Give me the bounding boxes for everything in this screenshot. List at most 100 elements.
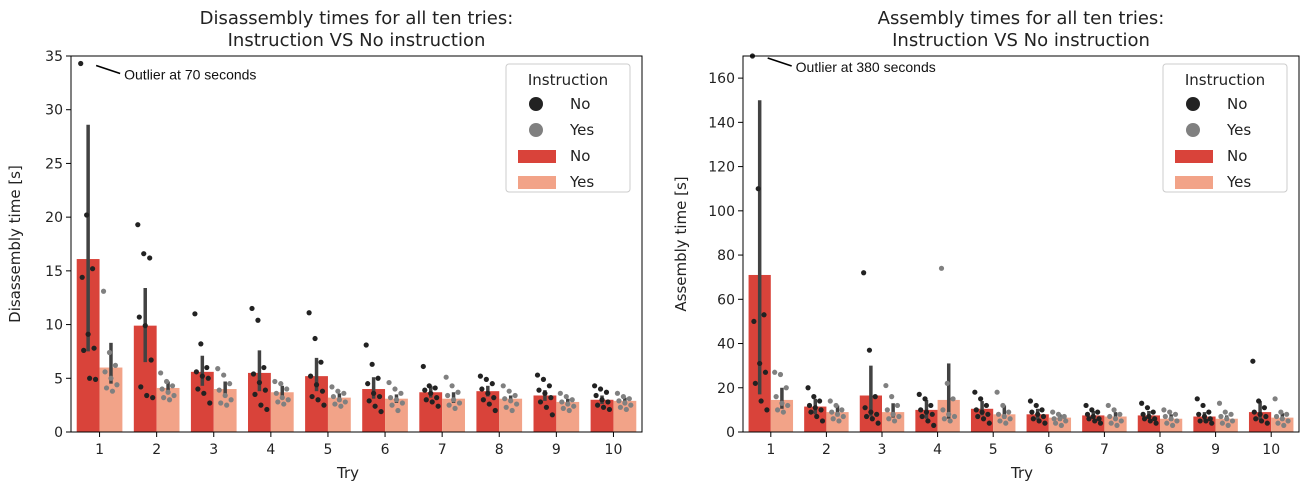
point-yes-try-4 — [275, 399, 281, 405]
y-tick-label: 140 — [708, 115, 735, 131]
point-no-try-5 — [309, 393, 315, 400]
point-no-try-8 — [1139, 400, 1145, 406]
y-tick-label: 20 — [45, 210, 63, 226]
point-no-try-9 — [1201, 413, 1208, 420]
point-no-try-7 — [426, 383, 432, 389]
point-yes-try-7 — [1118, 418, 1124, 424]
point-no-try-3 — [204, 364, 210, 371]
point-no-try-7 — [1090, 413, 1096, 420]
point-yes-try-10 — [614, 390, 621, 396]
point-no-try-3 — [201, 390, 207, 396]
point-yes-try-8 — [1164, 420, 1170, 426]
point-yes-try-7 — [1105, 402, 1111, 409]
chart-subtitle: Instruction VS No instruction — [892, 30, 1150, 51]
x-tick-label: 1 — [766, 442, 775, 458]
point-no-try-7 — [1089, 407, 1095, 413]
point-no-try-7 — [429, 399, 435, 405]
point-no-try-2 — [150, 395, 156, 401]
point-no-try-3 — [195, 386, 201, 392]
point-no-try-1 — [91, 345, 97, 351]
point-no-try-5 — [975, 413, 981, 420]
point-no-try-6 — [1036, 418, 1042, 424]
x-tick-label: 1 — [95, 442, 104, 458]
y-axis-label: Disassembly time [s] — [6, 165, 24, 323]
point-no-try-6 — [1030, 416, 1036, 422]
point-yes-try-2 — [171, 392, 177, 399]
chart-subtitle: Instruction VS No instruction — [228, 30, 486, 51]
legend-label-yes: Yes — [1226, 173, 1251, 191]
point-no-try-7 — [434, 395, 440, 401]
point-no-try-5 — [985, 411, 991, 417]
point-yes-try-1 — [103, 385, 110, 391]
point-yes-try-5 — [338, 403, 344, 409]
point-yes-try-10 — [628, 402, 634, 408]
point-no-try-10 — [1263, 413, 1269, 420]
x-tick-label: 3 — [878, 442, 887, 458]
point-no-try-6 — [1035, 411, 1041, 417]
point-yes-try-10 — [620, 393, 626, 400]
point-no-try-3 — [869, 416, 875, 422]
legend-label-no: No — [570, 147, 590, 165]
x-tick-label: 6 — [1044, 442, 1053, 458]
point-no-try-2 — [147, 255, 153, 261]
point-yes-try-10 — [1273, 413, 1280, 420]
point-no-try-7 — [432, 385, 438, 391]
point-no-try-10 — [606, 406, 613, 413]
point-no-try-7 — [1097, 420, 1104, 426]
point-yes-try-6 — [1057, 416, 1063, 422]
chart-title: Disassembly times for all ten tries: — [200, 8, 514, 29]
point-yes-try-2 — [829, 409, 835, 415]
point-no-try-3 — [193, 369, 199, 375]
point-yes-try-5 — [1006, 409, 1012, 415]
point-yes-try-9 — [571, 403, 577, 409]
point-no-try-9 — [1200, 402, 1206, 409]
point-yes-try-4 — [950, 396, 956, 402]
annotation-pointer — [767, 57, 792, 67]
point-no-try-4 — [918, 407, 924, 413]
point-no-try-7 — [422, 387, 428, 393]
point-no-try-4 — [928, 402, 934, 409]
point-no-try-8 — [1144, 405, 1151, 411]
point-no-try-7 — [1095, 409, 1101, 415]
point-no-try-3 — [874, 411, 880, 417]
point-no-try-4 — [250, 371, 257, 377]
point-no-try-6 — [363, 342, 369, 348]
point-yes-try-7 — [443, 374, 449, 380]
point-yes-try-10 — [622, 400, 628, 406]
point-yes-try-8 — [500, 383, 506, 389]
point-yes-try-3 — [228, 397, 234, 403]
point-no-try-5 — [979, 409, 985, 415]
point-no-try-4 — [261, 364, 267, 371]
point-yes-try-4 — [281, 401, 287, 407]
point-yes-try-4 — [285, 397, 291, 403]
point-no-try-1 — [751, 318, 757, 325]
point-yes-try-1 — [780, 409, 786, 415]
point-no-try-3 — [862, 405, 868, 411]
point-yes-try-2 — [166, 397, 173, 403]
legend-title: Instruction — [1185, 71, 1265, 89]
legend-marker-yes — [1186, 123, 1200, 137]
point-no-try-9 — [540, 376, 547, 382]
point-yes-try-9 — [1228, 411, 1234, 417]
point-yes-try-8 — [1169, 422, 1176, 428]
point-no-try-2 — [814, 413, 820, 420]
point-yes-try-2 — [839, 407, 845, 413]
point-no-try-3 — [198, 341, 204, 347]
point-yes-try-1 — [106, 349, 113, 356]
y-tick-label: 0 — [54, 425, 63, 441]
point-no-try-10 — [594, 402, 601, 408]
x-tick-label: 7 — [1100, 442, 1109, 458]
point-no-try-1 — [87, 375, 93, 381]
y-tick-label: 80 — [717, 248, 735, 264]
point-no-try-6 — [372, 403, 378, 409]
point-no-try-4 — [249, 305, 255, 312]
x-tick-label: 5 — [989, 442, 998, 458]
point-yes-try-1 — [773, 394, 779, 400]
point-no-try-2 — [148, 357, 154, 363]
legend-label-yes: Yes — [569, 173, 594, 191]
legend-label-no: No — [570, 95, 590, 113]
point-no-try-7 — [1096, 416, 1102, 422]
outlier-annotation: Outlier at 380 seconds — [796, 59, 936, 75]
point-no-try-7 — [1086, 416, 1092, 422]
y-tick-label: 40 — [717, 337, 735, 353]
